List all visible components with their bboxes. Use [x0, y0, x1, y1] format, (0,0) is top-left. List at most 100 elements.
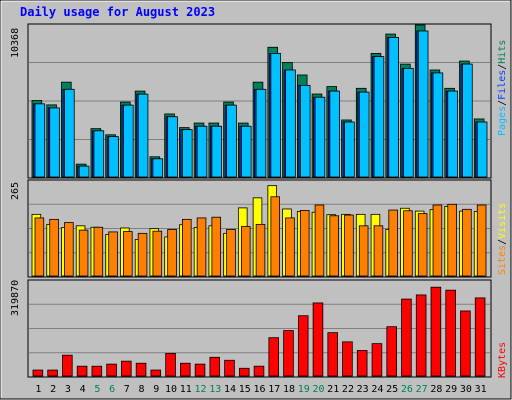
kbytes-bar: [106, 363, 117, 377]
pages-bar: [78, 165, 90, 178]
kbytes-bar: [283, 330, 294, 377]
kbytes-bar: [47, 369, 58, 377]
kbytes-bar: [121, 360, 132, 377]
pages-bar: [358, 91, 370, 178]
pages-bar: [123, 104, 134, 178]
sites-bar: [329, 215, 339, 277]
sites-bar: [314, 204, 325, 277]
day-axis-labels: 1 2 3 4 5 6 7 8 9 10 11 12 13 14 15 16 17 18 19 20 21 22 23 24 2…: [35, 384, 486, 395]
pages-bar: [108, 136, 119, 178]
kbytes-bar: [62, 354, 73, 377]
pages-bar: [476, 121, 488, 178]
kbytes-bar: [165, 353, 176, 377]
kbytes-bar: [415, 294, 427, 377]
day-label: 31: [475, 384, 487, 395]
kbytes-bar: [91, 365, 103, 377]
kbytes-bar: [430, 286, 442, 377]
sites-bar: [93, 226, 104, 277]
day-label: 7: [124, 384, 130, 395]
sites-bar: [299, 209, 310, 277]
day-label: 16: [253, 384, 265, 395]
day-label: 9: [153, 384, 159, 395]
sites-max-label: 265: [10, 182, 21, 200]
day-label: 6: [109, 384, 115, 395]
kbytes-bar: [194, 363, 206, 377]
pages-bar: [137, 93, 149, 178]
day-label: 2: [50, 384, 56, 395]
pages-bar: [167, 116, 178, 178]
day-label: 28: [430, 384, 442, 395]
chart-title: Daily usage for August 2023: [20, 5, 215, 19]
pages-bar: [447, 90, 458, 178]
pages-bar: [373, 56, 385, 178]
pages-bar: [93, 130, 105, 178]
pages-bar: [34, 103, 46, 178]
day-label: 29: [445, 384, 457, 395]
legend-kbytes: KBytes: [497, 342, 508, 378]
hits-max-label: 10368: [10, 28, 21, 58]
day-label: 12: [195, 384, 207, 395]
kbytes-bar: [268, 337, 280, 377]
kbytes-bar: [209, 356, 221, 377]
sites-bar: [270, 196, 281, 277]
kbytes-bar: [224, 359, 235, 377]
kbytes-panel: [27, 279, 492, 378]
pages-bar: [403, 67, 414, 178]
day-label: 22: [342, 384, 354, 395]
day-label: 20: [312, 384, 324, 395]
day-label: 3: [65, 384, 71, 395]
day-label: 5: [94, 384, 100, 395]
day-label: 17: [268, 384, 280, 395]
kbytes-bar: [180, 362, 191, 377]
day-label: 13: [209, 384, 221, 395]
sites-bar: [285, 217, 295, 277]
day-label: 19: [298, 384, 310, 395]
sites-bar: [152, 230, 163, 277]
sites-bar: [78, 229, 89, 277]
pages-bar: [388, 37, 399, 178]
sites-bar: [123, 231, 133, 277]
sites-bar: [211, 216, 222, 277]
kbytes-bar: [253, 365, 265, 377]
middle-legend-label: Sites/Visits: [497, 203, 508, 275]
pages-bar: [49, 107, 60, 178]
kbytes-bar: [135, 362, 147, 377]
pages-bar: [255, 88, 267, 178]
kbytes-bar: [32, 369, 44, 377]
kbytes-bar: [371, 343, 383, 377]
top-legend-label: Pages/Files/Hits: [497, 40, 508, 136]
pages-bar: [299, 84, 311, 178]
day-label: 24: [371, 384, 383, 395]
kbytes-bar: [327, 332, 338, 377]
pages-bar: [462, 63, 473, 178]
day-label: 25: [386, 384, 398, 395]
pages-bar: [240, 125, 252, 178]
kbytes-bar: [297, 315, 309, 377]
day-label: 30: [460, 384, 472, 395]
day-label: 14: [224, 384, 236, 395]
kbytes-bar: [356, 350, 368, 377]
pages-bar: [432, 72, 444, 178]
legend-visits: Visits: [497, 203, 508, 239]
sites-bar: [64, 222, 74, 277]
pages-bar: [285, 69, 296, 178]
sites-bar: [462, 208, 472, 277]
sites-bar: [196, 217, 207, 277]
sites-bar: [417, 213, 428, 277]
sites-bar: [226, 228, 236, 277]
day-label: 21: [327, 384, 339, 395]
pages-bar: [417, 30, 429, 178]
day-label: 27: [416, 384, 428, 395]
pages-bar: [344, 121, 355, 178]
day-label: 4: [80, 384, 86, 395]
pages-bar: [314, 96, 326, 178]
day-label: 26: [401, 384, 413, 395]
kbytes-max-label: 319870: [10, 280, 21, 316]
legend-sites: Sites: [497, 245, 508, 275]
pages-bar: [270, 53, 282, 178]
day-label: 23: [357, 384, 369, 395]
sites-bar: [447, 203, 457, 277]
pages-bar: [64, 88, 75, 178]
kbytes-bar: [312, 302, 324, 377]
